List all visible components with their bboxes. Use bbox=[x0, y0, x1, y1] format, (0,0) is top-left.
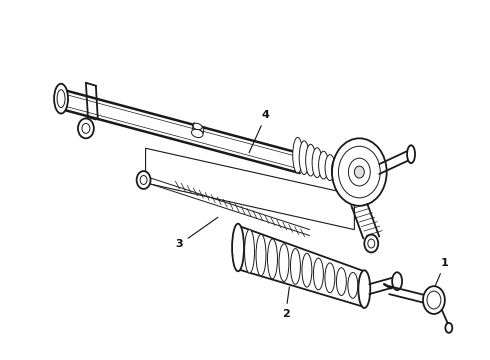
Ellipse shape bbox=[57, 90, 65, 108]
Ellipse shape bbox=[299, 141, 309, 175]
Ellipse shape bbox=[82, 123, 90, 133]
Ellipse shape bbox=[427, 291, 441, 309]
Ellipse shape bbox=[368, 239, 375, 248]
Text: 1: 1 bbox=[432, 258, 449, 293]
Ellipse shape bbox=[392, 272, 402, 290]
Ellipse shape bbox=[312, 148, 322, 177]
Ellipse shape bbox=[338, 162, 348, 184]
Ellipse shape bbox=[325, 263, 335, 293]
Ellipse shape bbox=[348, 273, 358, 298]
Ellipse shape bbox=[445, 323, 452, 333]
Ellipse shape bbox=[344, 165, 354, 185]
Ellipse shape bbox=[339, 146, 380, 198]
Ellipse shape bbox=[332, 158, 342, 182]
Ellipse shape bbox=[256, 234, 266, 276]
Ellipse shape bbox=[407, 145, 415, 163]
Ellipse shape bbox=[140, 176, 147, 184]
Ellipse shape bbox=[192, 129, 203, 138]
Ellipse shape bbox=[332, 138, 387, 206]
Ellipse shape bbox=[318, 151, 328, 179]
Ellipse shape bbox=[78, 118, 94, 138]
Ellipse shape bbox=[348, 158, 370, 186]
Ellipse shape bbox=[291, 248, 300, 284]
Ellipse shape bbox=[245, 229, 254, 273]
Ellipse shape bbox=[302, 253, 312, 287]
Ellipse shape bbox=[293, 137, 303, 173]
Ellipse shape bbox=[268, 239, 277, 279]
Ellipse shape bbox=[314, 258, 323, 290]
Ellipse shape bbox=[306, 144, 316, 176]
Ellipse shape bbox=[365, 235, 378, 252]
Ellipse shape bbox=[354, 166, 365, 178]
Text: 4: 4 bbox=[249, 111, 270, 153]
Ellipse shape bbox=[232, 224, 244, 271]
Ellipse shape bbox=[193, 123, 202, 130]
Ellipse shape bbox=[233, 225, 243, 270]
Ellipse shape bbox=[325, 155, 335, 180]
Ellipse shape bbox=[54, 84, 68, 113]
Ellipse shape bbox=[279, 244, 289, 282]
Ellipse shape bbox=[423, 286, 445, 314]
Ellipse shape bbox=[137, 171, 150, 189]
Ellipse shape bbox=[337, 268, 346, 296]
Text: 2: 2 bbox=[282, 287, 290, 319]
Ellipse shape bbox=[358, 270, 370, 308]
Text: 3: 3 bbox=[175, 217, 218, 249]
